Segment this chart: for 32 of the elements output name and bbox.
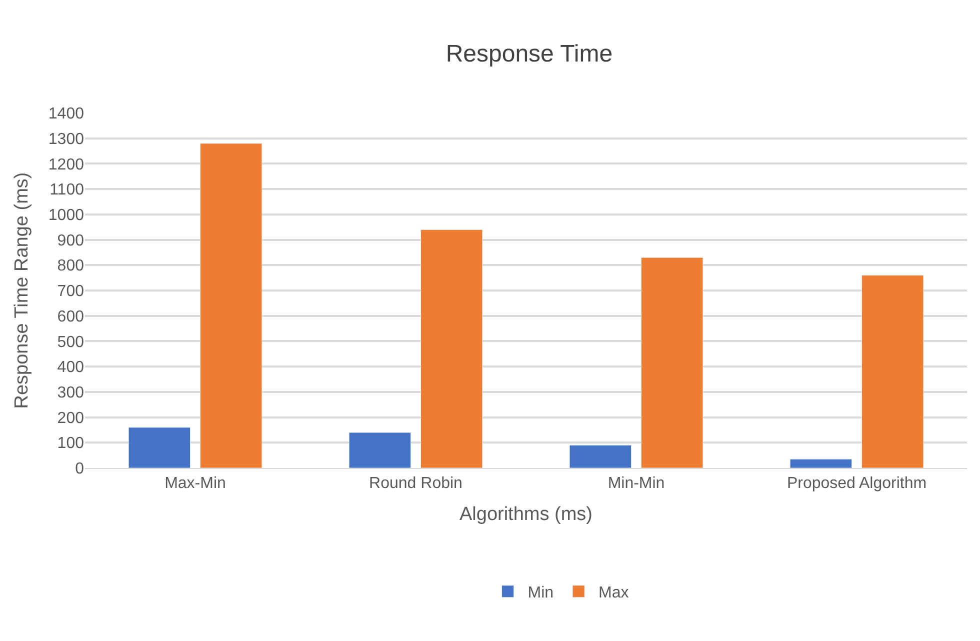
- y-tick-label: 0: [75, 460, 84, 478]
- y-tick-label: 1400: [48, 106, 84, 123]
- bar: [790, 458, 852, 468]
- y-axis-title: Response Time Range (ms): [11, 172, 32, 409]
- x-axis-title: Algorithms (ms): [459, 504, 593, 525]
- bar: [348, 432, 412, 468]
- y-tick-label: 800: [57, 258, 84, 275]
- x-tick-label: Max-Min: [164, 475, 226, 492]
- x-tick-label: Min-Min: [608, 475, 665, 492]
- legend-label: Max: [598, 584, 629, 602]
- y-tick-label: 1200: [48, 156, 84, 174]
- y-tick-label: 200: [57, 410, 84, 427]
- x-tick-label: Proposed Algorithm: [786, 475, 927, 492]
- y-tick-label: 400: [57, 359, 84, 376]
- y-tick-label: 700: [57, 283, 84, 300]
- chart-title: Response Time: [446, 40, 613, 68]
- bar: [420, 229, 483, 468]
- y-tick-label: 1300: [48, 130, 84, 148]
- y-tick-label: 1000: [48, 207, 84, 224]
- x-tick-label: Round Robin: [369, 475, 462, 492]
- legend-label: Min: [528, 584, 554, 602]
- y-tick-label: 1100: [50, 182, 84, 199]
- y-tick-label: 300: [57, 384, 84, 402]
- bar: [861, 275, 924, 468]
- y-tick-label: 900: [57, 232, 84, 250]
- y-tick-label: 500: [57, 334, 84, 351]
- y-tick-label: 100: [57, 435, 84, 452]
- bar: [128, 427, 191, 468]
- bar: [569, 444, 632, 468]
- bar: [200, 143, 262, 468]
- bar: [640, 257, 704, 468]
- y-tick-label: 600: [57, 308, 84, 326]
